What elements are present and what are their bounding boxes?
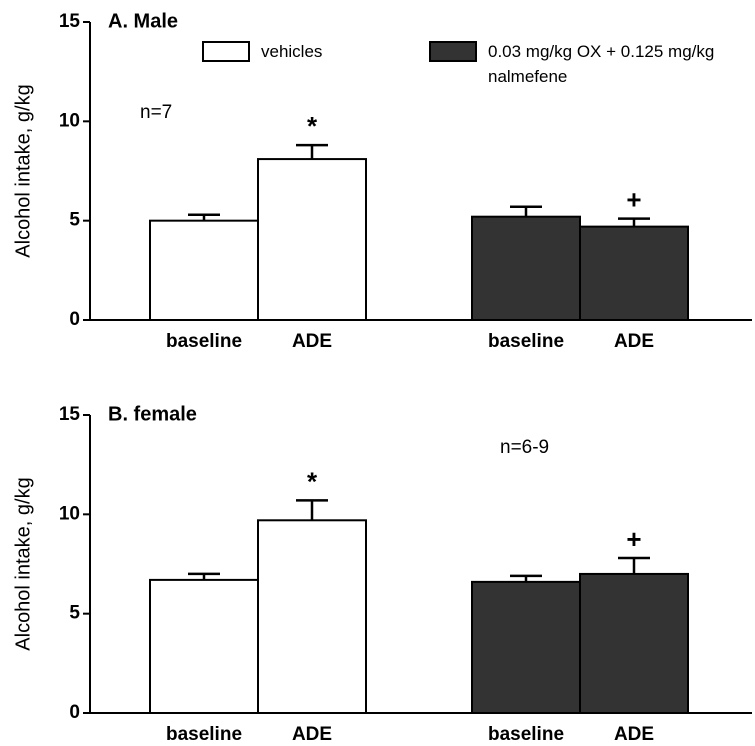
panel-title: B. female (108, 403, 197, 425)
legend-swatch (429, 41, 477, 62)
y-axis-label: Alcohol intake, g/kg (12, 477, 34, 650)
y-axis-label: Alcohol intake, g/kg (12, 84, 34, 257)
bar (257, 519, 367, 714)
error-bar (618, 217, 650, 227)
y-tick-label: 10 (59, 503, 80, 524)
significance-marker: + (626, 524, 641, 554)
error-bar (296, 143, 328, 160)
significance-marker: * (307, 111, 318, 141)
y-tick-label: 5 (69, 210, 80, 231)
bar (149, 219, 259, 322)
bar (257, 158, 367, 321)
x-tick-label: ADE (292, 331, 332, 352)
panel-title: A. Male (108, 10, 178, 32)
x-tick-label: baseline (488, 331, 564, 352)
bar (579, 572, 689, 715)
n-label: n=7 (140, 102, 172, 123)
legend-swatch (202, 41, 250, 62)
x-tick-label: ADE (614, 331, 654, 352)
legend-label: vehicles (261, 42, 323, 61)
x-tick-label: baseline (166, 724, 242, 745)
x-tick-label: ADE (614, 724, 654, 745)
error-bar (296, 499, 328, 521)
bar (149, 578, 259, 714)
bar (579, 225, 689, 321)
y-tick-label: 15 (59, 404, 81, 425)
bar (471, 215, 581, 321)
y-tick-label: 15 (59, 11, 81, 32)
legend-label: 0.03 mg/kg OX + 0.125 mg/kg nalmefene (488, 42, 715, 86)
bar (471, 580, 581, 714)
n-label: n=6-9 (500, 437, 549, 458)
error-bar (618, 556, 650, 574)
error-bar (510, 205, 542, 217)
significance-marker: + (626, 185, 641, 215)
x-tick-label: baseline (488, 724, 564, 745)
y-tick-label: 0 (69, 702, 80, 723)
y-tick-label: 0 (69, 309, 80, 330)
y-tick-label: 10 (59, 110, 80, 131)
y-tick-label: 5 (69, 603, 80, 624)
significance-marker: * (307, 466, 318, 496)
x-tick-label: baseline (166, 331, 242, 352)
x-tick-label: ADE (292, 724, 332, 745)
